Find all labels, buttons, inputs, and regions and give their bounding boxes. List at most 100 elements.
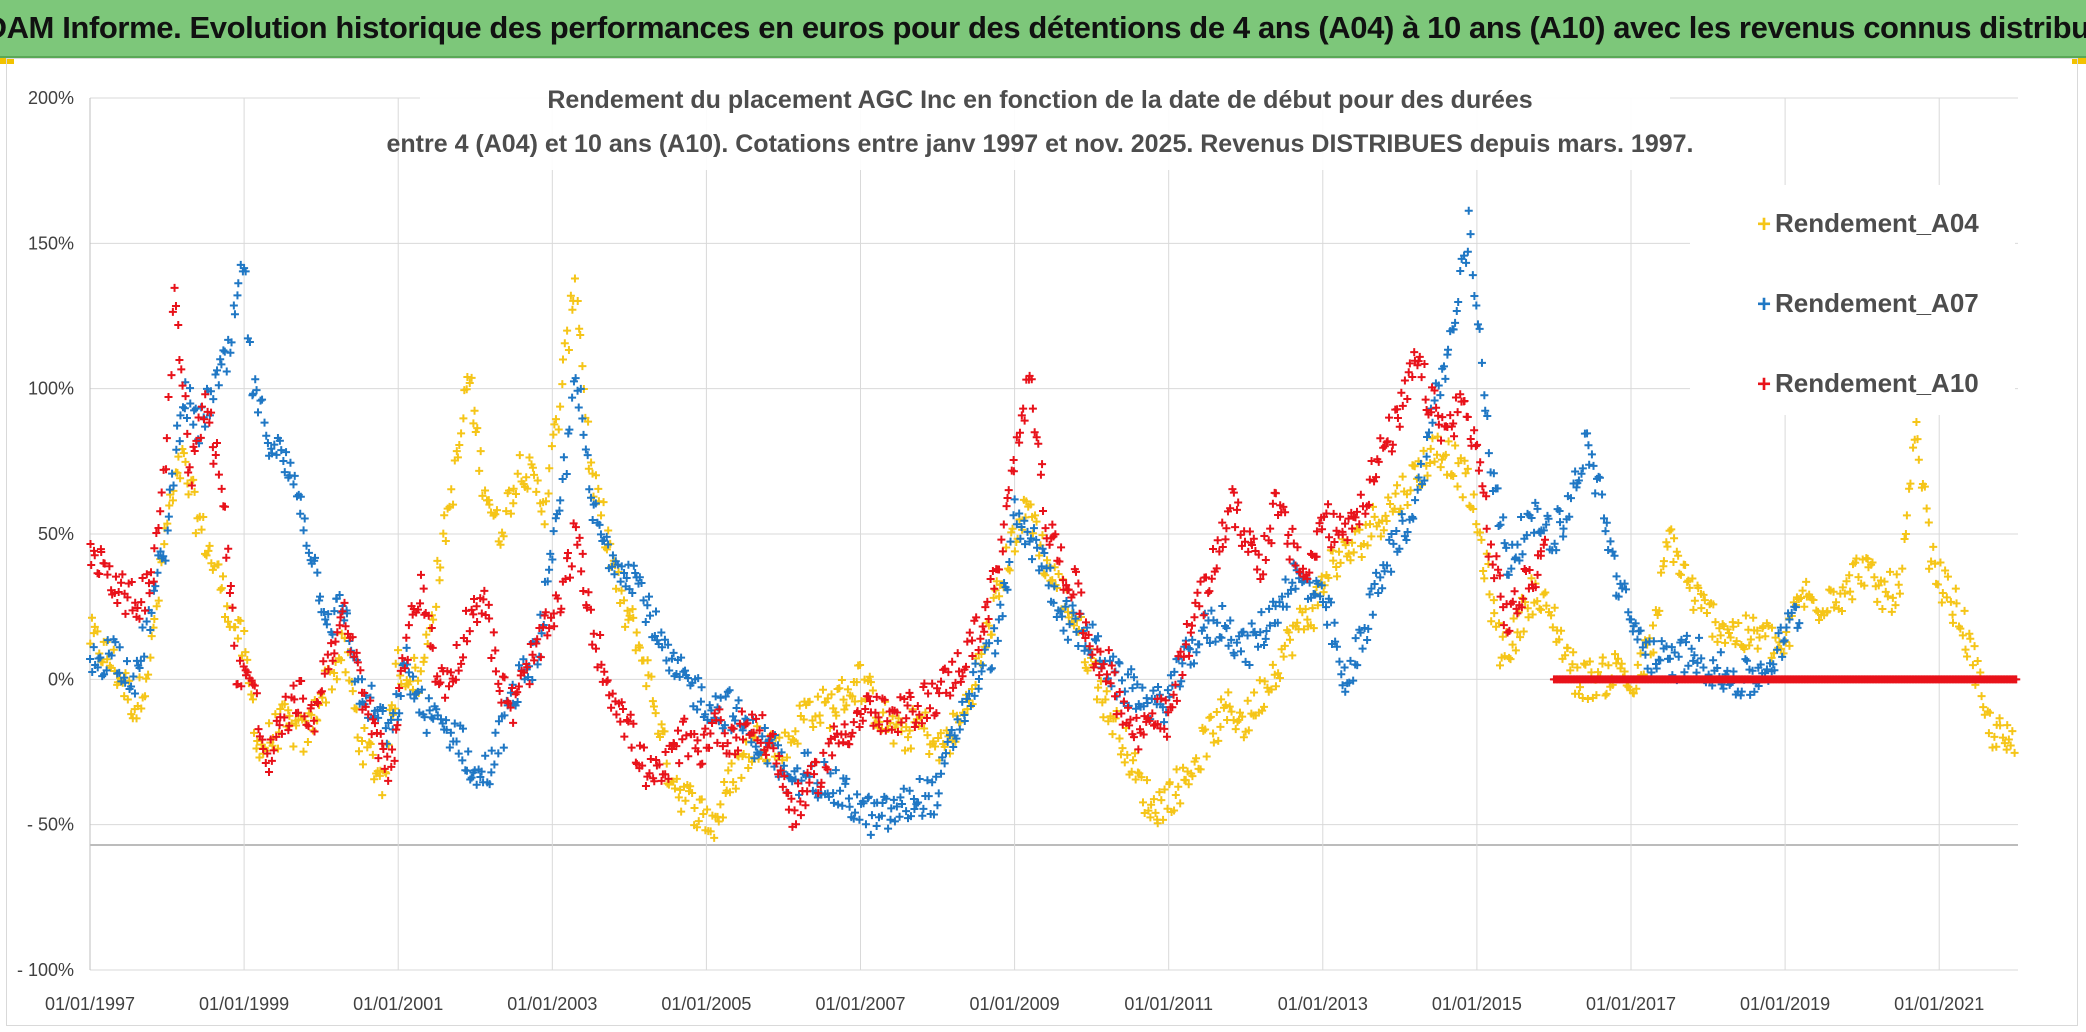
data-point (368, 750, 377, 759)
data-point (1379, 526, 1388, 535)
data-point (144, 670, 153, 679)
data-point (1657, 637, 1666, 646)
data-point (650, 777, 659, 786)
data-point (1232, 638, 1241, 647)
data-point (1324, 500, 1333, 509)
data-point (190, 446, 199, 455)
data-point (638, 761, 647, 770)
data-point (459, 414, 468, 423)
data-point (286, 458, 295, 467)
data-point (1447, 470, 1456, 479)
data-point (1472, 520, 1481, 529)
data-point (1341, 519, 1350, 528)
data-point (327, 685, 336, 694)
data-point (330, 607, 339, 616)
data-point (1293, 618, 1302, 627)
data-point (1410, 462, 1419, 471)
data-point (1124, 703, 1133, 712)
data-point (445, 743, 454, 752)
data-point (348, 633, 357, 642)
data-point (887, 804, 896, 813)
data-point (1753, 626, 1762, 635)
data-point (915, 774, 924, 783)
data-point (209, 459, 218, 468)
data-point (906, 692, 915, 701)
data-point (1148, 709, 1157, 718)
data-point (1460, 396, 1469, 405)
data-point (829, 789, 838, 798)
data-point (629, 613, 638, 622)
data-point (750, 754, 759, 763)
data-point (410, 694, 419, 703)
data-point (498, 528, 507, 537)
data-point (96, 653, 105, 662)
data-point (1697, 604, 1706, 613)
data-point (940, 742, 949, 751)
data-point (589, 629, 598, 638)
data-point (1299, 625, 1308, 634)
data-point (1499, 513, 1508, 522)
data-point (439, 529, 448, 538)
data-point (1256, 628, 1265, 637)
data-point (1888, 593, 1897, 602)
data-point (1099, 660, 1108, 669)
data-point (1043, 556, 1052, 565)
data-point (1891, 601, 1900, 610)
data-point (1146, 813, 1155, 822)
data-point (1357, 552, 1366, 561)
data-point (446, 668, 455, 677)
data-point (289, 480, 298, 489)
data-point (796, 797, 805, 806)
data-point (953, 715, 962, 724)
data-point (1009, 511, 1018, 520)
data-point (937, 769, 946, 778)
data-point (1909, 443, 1918, 452)
data-point (414, 676, 423, 685)
data-point (1063, 635, 1072, 644)
data-point (1238, 712, 1247, 721)
data-point (504, 699, 513, 708)
data-point (1062, 581, 1071, 590)
data-point (591, 644, 600, 653)
data-point (1036, 470, 1045, 479)
data-point (688, 789, 697, 798)
data-point (1203, 633, 1212, 642)
data-point (677, 807, 686, 816)
data-point (731, 716, 740, 725)
data-point (738, 726, 747, 735)
data-point (435, 576, 444, 585)
data-point (1802, 577, 1811, 586)
data-point (506, 703, 515, 712)
data-point (1413, 361, 1422, 370)
data-point (681, 666, 690, 675)
data-point (1385, 535, 1394, 544)
data-point (1221, 701, 1230, 710)
data-point (1387, 530, 1396, 539)
data-point (1475, 324, 1484, 333)
data-point (436, 563, 445, 572)
data-point (1410, 348, 1419, 357)
data-point (1160, 724, 1169, 733)
data-point (211, 370, 220, 379)
data-point (300, 712, 309, 721)
data-point (269, 746, 278, 755)
data-point (1441, 450, 1450, 459)
data-point (1900, 534, 1909, 543)
data-point (755, 726, 764, 735)
data-point (1123, 670, 1132, 679)
data-point (1846, 587, 1855, 596)
data-point (1409, 514, 1418, 523)
data-point (1708, 632, 1717, 641)
data-point (1260, 640, 1269, 649)
data-point (2004, 735, 2013, 744)
data-point (1331, 637, 1340, 646)
data-point (268, 741, 277, 750)
data-point (383, 752, 392, 761)
data-point (628, 605, 637, 614)
data-point (251, 375, 260, 384)
data-point (725, 788, 734, 797)
data-point (1071, 614, 1080, 623)
data-point (1460, 456, 1469, 465)
data-point (1305, 568, 1314, 577)
data-point (190, 487, 199, 496)
